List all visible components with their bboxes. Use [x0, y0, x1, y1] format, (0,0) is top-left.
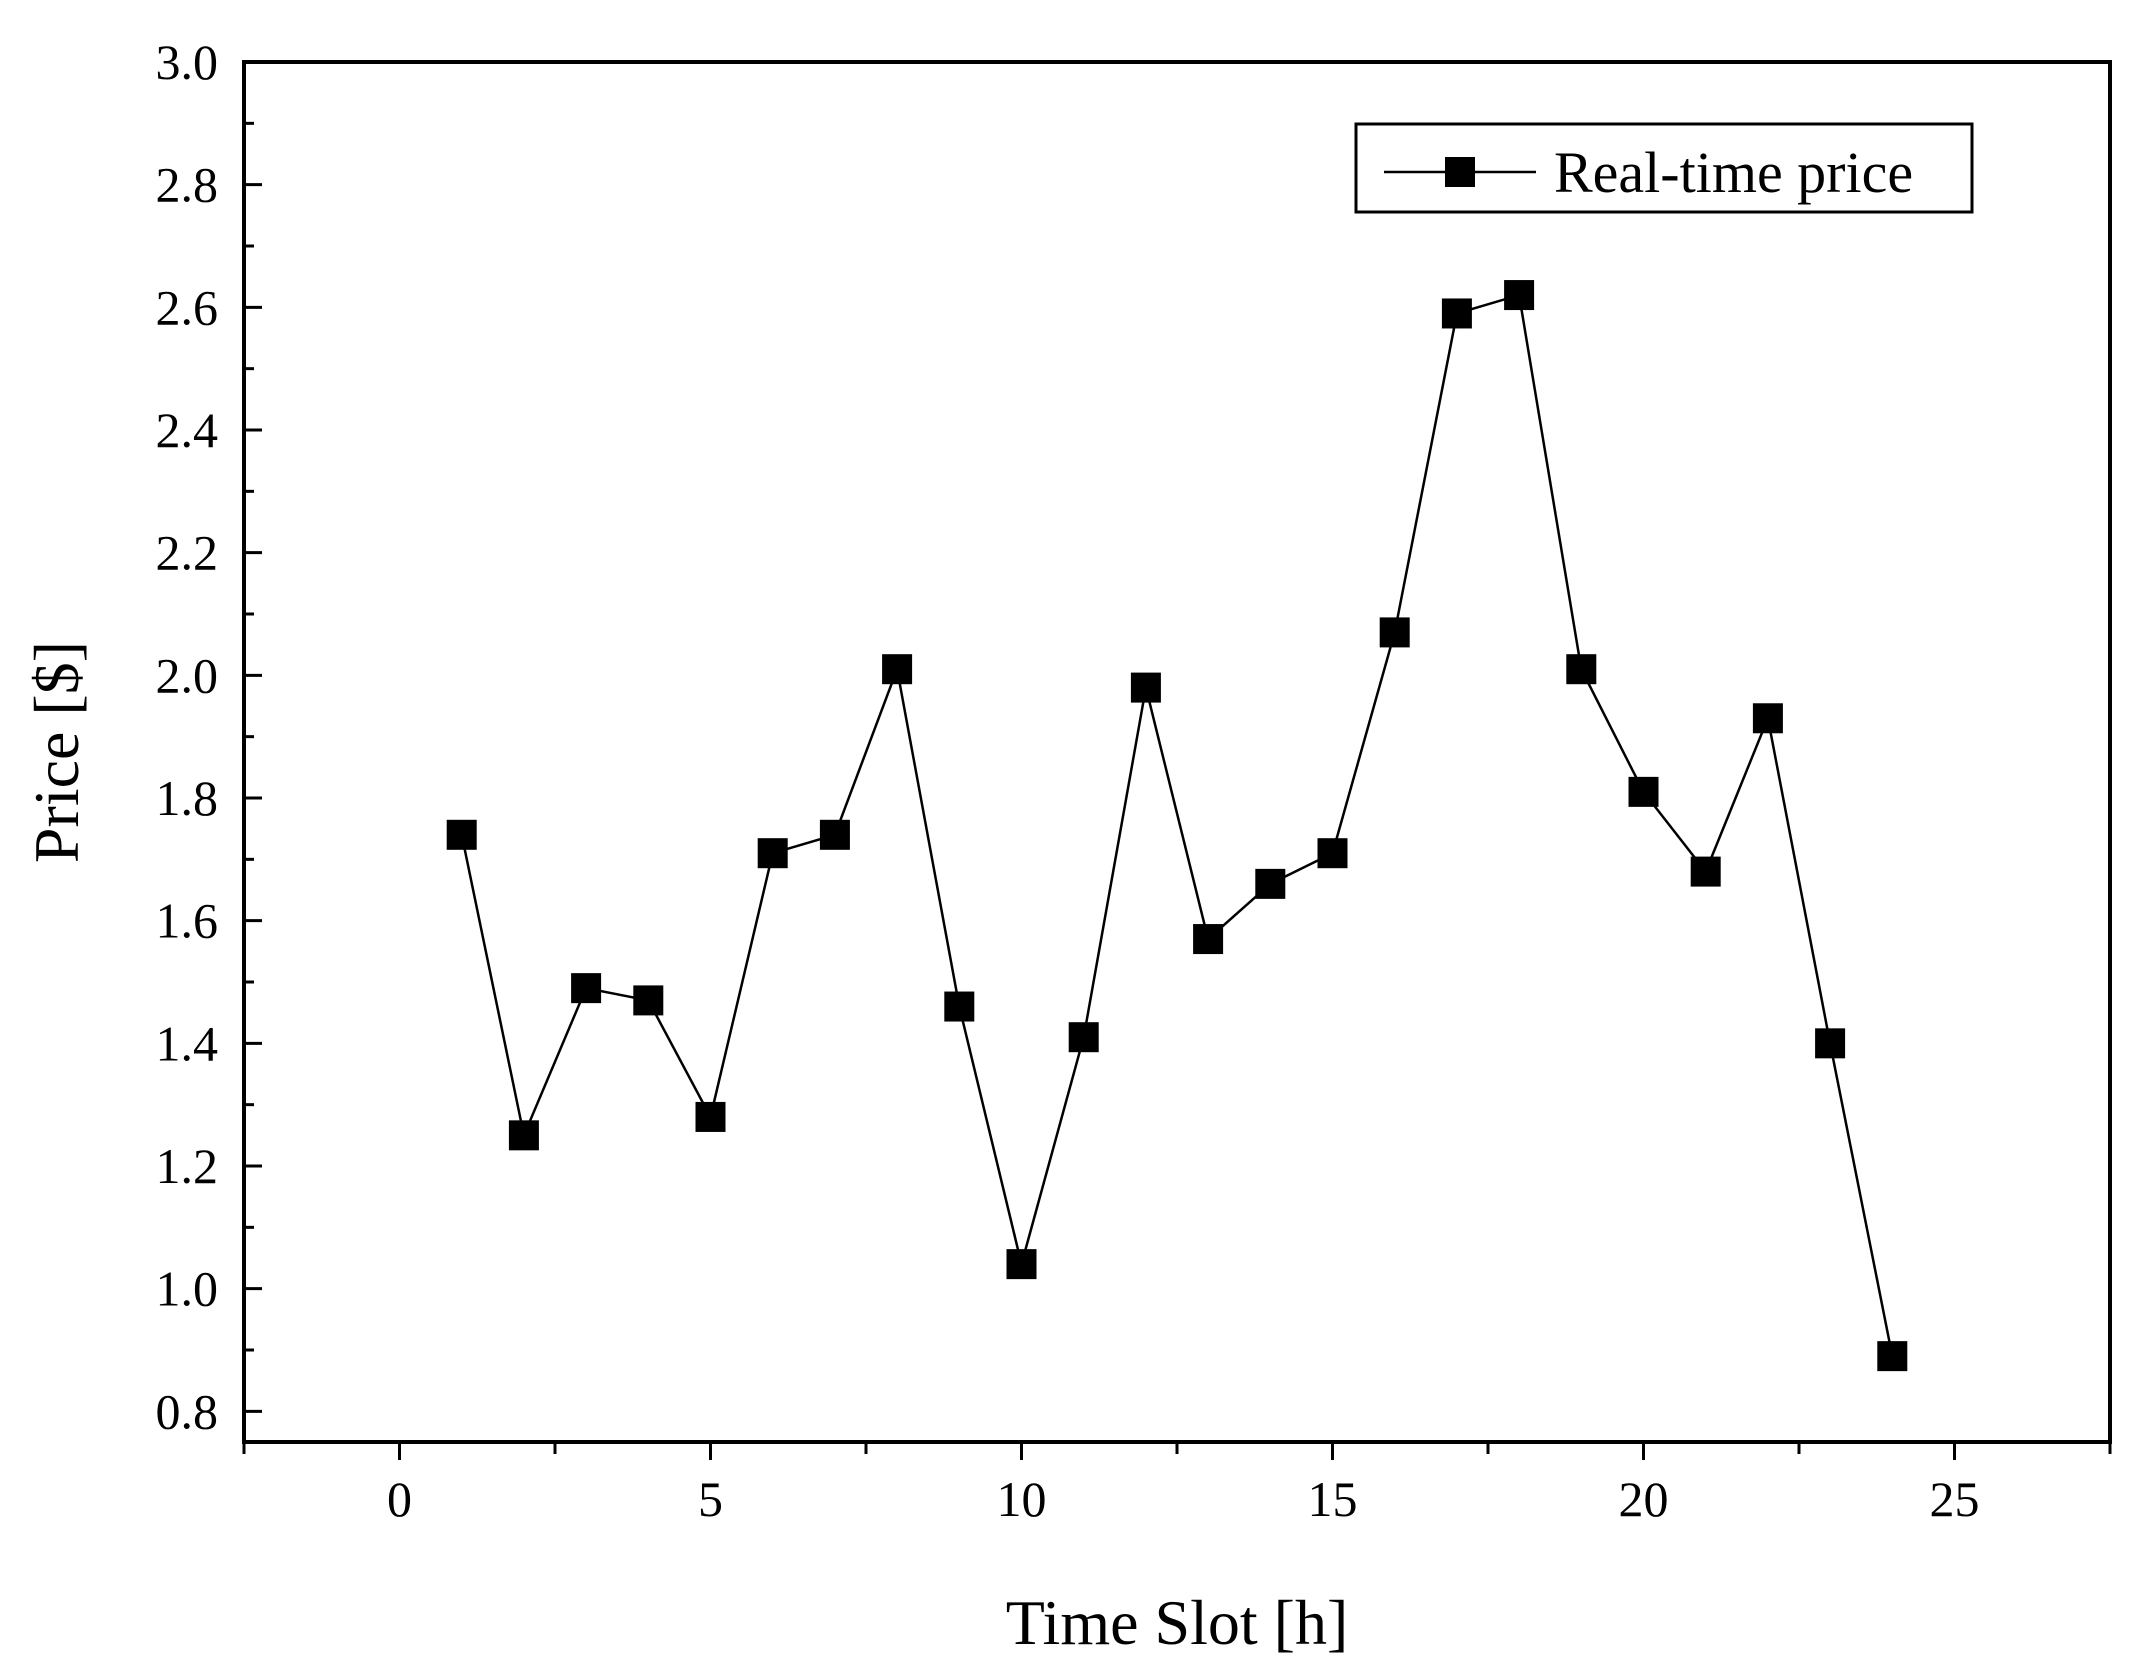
data-point-marker	[1628, 776, 1659, 807]
y-axis-title: Price [$]	[21, 641, 92, 863]
data-point-marker	[571, 973, 602, 1004]
data-point-marker	[508, 1120, 539, 1151]
data-point-marker	[1566, 654, 1597, 685]
y-tick-label: 1.2	[156, 1138, 219, 1194]
y-tick-label: 2.2	[156, 525, 219, 581]
y-tick-label: 0.8	[156, 1383, 219, 1439]
data-point-marker	[1441, 298, 1472, 329]
x-tick-label: 20	[1619, 1471, 1669, 1527]
x-tick-label: 25	[1930, 1471, 1980, 1527]
data-point-marker	[1752, 703, 1783, 734]
data-point-marker	[1068, 1022, 1099, 1053]
data-point-marker	[819, 819, 850, 850]
data-point-marker	[757, 838, 788, 869]
legend-marker-square	[1445, 157, 1475, 187]
y-tick-label: 3.0	[156, 34, 219, 90]
y-tick-label: 2.8	[156, 157, 219, 213]
series-line	[460, 293, 1894, 1357]
x-tick-label: 0	[387, 1471, 412, 1527]
data-point-marker	[695, 1101, 726, 1132]
data-point-marker	[882, 654, 913, 685]
y-tick-label: 2.0	[156, 647, 219, 703]
data-point-marker	[633, 985, 664, 1016]
data-point-marker	[446, 819, 477, 850]
data-point-marker	[1877, 1341, 1908, 1372]
data-point-marker	[1317, 838, 1348, 869]
data-point-marker	[1193, 924, 1224, 955]
data-point-marker	[944, 991, 975, 1022]
x-tick-label: 5	[698, 1471, 723, 1527]
legend: Real-time price	[1354, 122, 1974, 214]
x-tick-label: 15	[1308, 1471, 1358, 1527]
y-tick-label: 1.4	[156, 1015, 219, 1071]
axis-ticks: 0.8 1.0 1.2 1.4 1.6 1.8 2.0 2.2 2.4 2.6 2.8 3.0 0 5 10…	[156, 34, 2112, 1527]
data-point-marker	[1815, 1028, 1846, 1059]
data-point-marker	[1006, 1249, 1037, 1280]
data-point-marker	[1130, 672, 1161, 703]
data-point-marker	[1255, 868, 1286, 899]
x-axis-title: Time Slot [h]	[1006, 1587, 1349, 1658]
y-tick-label: 1.6	[156, 893, 219, 949]
y-tick-label: 1.0	[156, 1261, 219, 1317]
legend-label: Real-time price	[1554, 140, 1913, 205]
data-point-marker	[1690, 856, 1721, 887]
plot-frame	[242, 60, 2112, 1444]
x-tick-label: 10	[997, 1471, 1047, 1527]
series-layer	[446, 280, 1908, 1372]
y-tick-label: 2.4	[156, 402, 219, 458]
y-tick-label: 1.8	[156, 770, 219, 826]
data-point-marker	[1379, 617, 1410, 648]
data-point-marker	[1504, 280, 1535, 311]
y-tick-label: 2.6	[156, 279, 219, 335]
